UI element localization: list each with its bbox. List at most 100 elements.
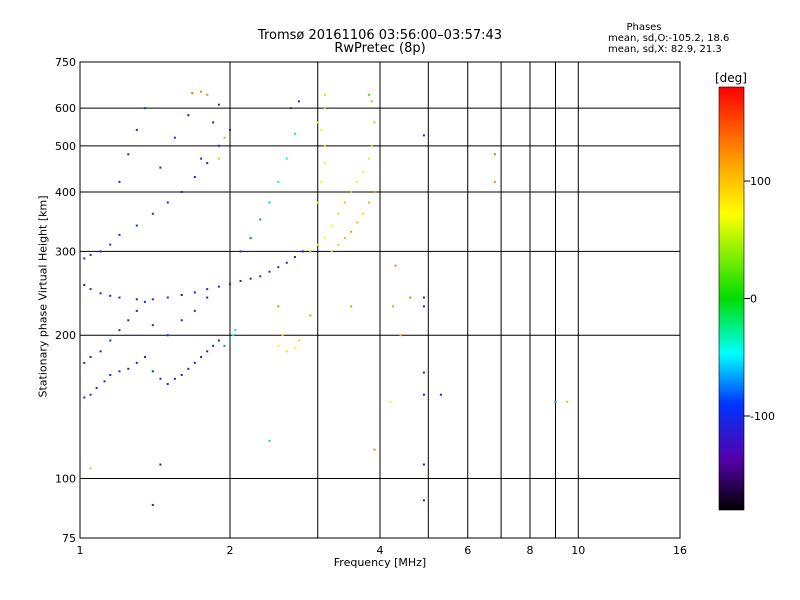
data-point: [394, 264, 397, 267]
data-point: [103, 380, 106, 383]
x-tick-label: 10: [571, 544, 585, 557]
data-point: [370, 100, 373, 103]
data-point: [95, 386, 98, 389]
data-point: [99, 250, 102, 253]
data-point: [229, 128, 231, 131]
x-tick-label: 4: [377, 544, 384, 557]
data-point: [89, 356, 92, 359]
y-tick-label: 750: [55, 56, 76, 69]
data-point: [187, 367, 190, 370]
data-point: [343, 237, 346, 240]
data-point: [277, 305, 280, 308]
data-point: [217, 144, 220, 147]
y-tick-label: 75: [62, 532, 76, 545]
data-point: [127, 153, 130, 156]
data-point: [285, 261, 288, 264]
data-point: [362, 171, 365, 174]
data-point: [493, 180, 496, 183]
data-point: [212, 121, 215, 124]
data-point: [217, 103, 220, 106]
colorbar-tick-label: 100: [750, 175, 771, 188]
data-point: [493, 153, 496, 156]
data-point: [206, 162, 209, 165]
data-point: [212, 344, 215, 347]
x-tick-label: 8: [527, 544, 534, 557]
data-point: [422, 134, 425, 137]
data-point: [316, 201, 319, 204]
data-point: [422, 305, 425, 308]
data-point: [143, 107, 146, 110]
data-point: [89, 288, 92, 291]
data-point: [193, 291, 196, 294]
data-point: [373, 190, 376, 193]
data-point: [180, 293, 183, 296]
data-point: [159, 463, 162, 466]
data-point: [356, 180, 359, 183]
data-point: [373, 448, 376, 451]
data-point: [422, 296, 425, 299]
data-point: [206, 350, 209, 353]
data-point: [409, 296, 412, 299]
data-point: [566, 400, 569, 403]
data-point: [159, 166, 162, 169]
data-point: [217, 157, 220, 160]
data-point: [422, 499, 425, 502]
data-point: [127, 367, 130, 370]
phases-o-stats: mean, sd,O:-105.2, 18.6: [608, 33, 730, 44]
data-point: [293, 132, 296, 135]
data-point: [297, 339, 300, 342]
y-tick-label: 400: [55, 186, 76, 199]
data-point: [109, 243, 112, 246]
data-point: [323, 237, 326, 240]
data-point: [173, 377, 176, 380]
data-point: [99, 350, 102, 353]
x-axis-ticks: 1 2 4 6 8 10 16: [77, 544, 688, 557]
data-point: [166, 334, 169, 337]
data-point: [206, 288, 209, 291]
data-point: [109, 374, 112, 377]
data-point: [99, 292, 102, 295]
y-tick-label: 500: [55, 140, 76, 153]
phases-x-stats: mean, sd,X: 82.9, 21.3: [608, 44, 722, 55]
data-point: [143, 300, 146, 303]
data-point: [234, 329, 237, 332]
data-point: [289, 107, 292, 110]
data-point: [370, 144, 373, 147]
data-point: [217, 339, 220, 342]
data-point: [330, 224, 333, 227]
data-point: [297, 100, 300, 103]
data-point: [191, 92, 194, 95]
data-point: [277, 266, 280, 269]
y-tick-label: 100: [55, 473, 76, 486]
data-point: [118, 233, 121, 236]
data-point: [239, 250, 242, 253]
data-point: [323, 107, 326, 110]
data-point: [180, 190, 183, 193]
data-point: [187, 114, 190, 117]
data-point: [249, 277, 252, 280]
data-point: [109, 294, 112, 297]
data-point: [200, 157, 203, 160]
data-point: [200, 356, 203, 359]
data-point: [229, 283, 231, 286]
data-point: [151, 212, 154, 215]
data-point: [83, 284, 86, 287]
data-point: [206, 296, 209, 299]
data-point: [422, 463, 425, 466]
data-point: [422, 371, 425, 374]
data-point: [239, 280, 242, 283]
data-point: [320, 128, 323, 131]
data-point: [143, 356, 146, 359]
colorbar-tick-label: 0: [750, 293, 757, 306]
data-point: [399, 334, 402, 337]
data-point: [316, 121, 319, 124]
data-point: [316, 243, 319, 246]
data-point: [389, 400, 392, 403]
data-point: [343, 201, 346, 204]
data-point: [109, 339, 112, 342]
y-tick-label: 200: [55, 329, 76, 342]
colorbar-tick-label: -100: [750, 410, 775, 423]
data-point: [293, 256, 296, 259]
data-point: [166, 201, 169, 204]
